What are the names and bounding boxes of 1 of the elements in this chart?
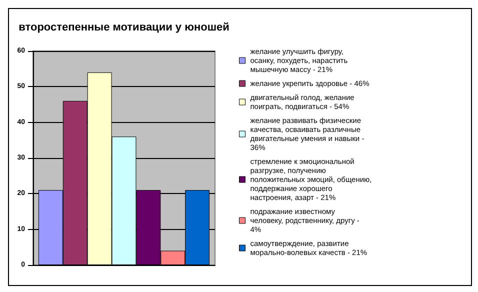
chart-title: второстепенные мотивации у юношей [18, 22, 230, 34]
